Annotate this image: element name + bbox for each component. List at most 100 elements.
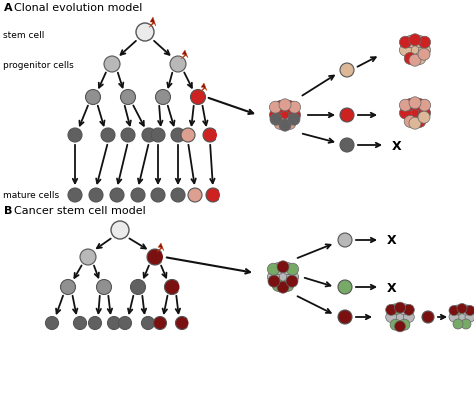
Circle shape — [386, 305, 397, 315]
Circle shape — [89, 317, 101, 330]
Circle shape — [414, 53, 426, 65]
Circle shape — [457, 304, 467, 314]
Circle shape — [465, 306, 474, 316]
Circle shape — [394, 303, 405, 313]
Circle shape — [409, 108, 421, 120]
Circle shape — [461, 319, 471, 329]
Text: stem cell: stem cell — [3, 32, 45, 40]
Circle shape — [457, 312, 467, 322]
Circle shape — [400, 37, 411, 49]
Circle shape — [269, 102, 282, 114]
Circle shape — [404, 116, 416, 128]
Circle shape — [390, 320, 401, 330]
Circle shape — [419, 100, 430, 112]
Circle shape — [118, 317, 131, 330]
Circle shape — [121, 129, 135, 143]
Circle shape — [270, 114, 282, 126]
Circle shape — [203, 129, 217, 143]
Circle shape — [46, 317, 58, 330]
Circle shape — [272, 263, 284, 275]
Circle shape — [453, 319, 463, 329]
Circle shape — [453, 305, 463, 315]
Circle shape — [151, 129, 165, 143]
Circle shape — [409, 35, 421, 47]
Circle shape — [465, 312, 474, 322]
Circle shape — [414, 36, 426, 49]
Circle shape — [142, 317, 155, 330]
Text: X: X — [387, 281, 397, 294]
Circle shape — [97, 280, 111, 295]
Circle shape — [154, 317, 166, 330]
Circle shape — [422, 311, 434, 323]
Circle shape — [400, 45, 411, 57]
Circle shape — [80, 249, 96, 265]
Circle shape — [286, 275, 298, 288]
Circle shape — [390, 304, 401, 315]
Circle shape — [279, 120, 291, 132]
Circle shape — [404, 36, 416, 49]
Circle shape — [108, 317, 120, 330]
Circle shape — [394, 321, 405, 332]
Circle shape — [409, 55, 421, 67]
Circle shape — [409, 118, 421, 130]
Text: mature cells: mature cells — [3, 191, 59, 200]
Polygon shape — [149, 18, 156, 28]
Circle shape — [101, 129, 115, 143]
Circle shape — [170, 57, 186, 73]
Circle shape — [287, 264, 299, 275]
Circle shape — [73, 317, 86, 330]
Circle shape — [404, 53, 416, 65]
Circle shape — [394, 312, 405, 323]
Text: B: B — [4, 205, 12, 215]
Text: Cancer stem cell model: Cancer stem cell model — [14, 205, 146, 215]
Circle shape — [68, 189, 82, 202]
Circle shape — [171, 129, 185, 143]
Circle shape — [288, 114, 300, 126]
Circle shape — [130, 280, 146, 295]
Circle shape — [340, 139, 354, 153]
Circle shape — [338, 280, 352, 294]
Circle shape — [338, 233, 352, 247]
Text: progenitor cells: progenitor cells — [3, 61, 74, 70]
Circle shape — [338, 310, 352, 324]
Circle shape — [269, 110, 282, 122]
Circle shape — [272, 280, 284, 292]
Circle shape — [155, 90, 171, 105]
Circle shape — [409, 98, 421, 109]
Circle shape — [267, 271, 279, 284]
Circle shape — [206, 189, 220, 202]
Circle shape — [287, 271, 299, 284]
Circle shape — [418, 49, 430, 61]
Polygon shape — [181, 51, 188, 60]
Circle shape — [419, 37, 430, 49]
Circle shape — [142, 129, 156, 143]
Circle shape — [110, 189, 124, 202]
Circle shape — [340, 64, 354, 78]
Circle shape — [386, 312, 397, 323]
Circle shape — [409, 45, 421, 57]
Circle shape — [419, 45, 430, 57]
Circle shape — [131, 189, 145, 202]
Circle shape — [414, 116, 426, 128]
Circle shape — [147, 249, 163, 265]
Circle shape — [181, 129, 195, 143]
Circle shape — [61, 280, 75, 295]
Circle shape — [284, 101, 296, 113]
Circle shape — [274, 118, 286, 130]
Circle shape — [277, 281, 289, 294]
Circle shape — [400, 108, 411, 120]
Circle shape — [403, 305, 414, 315]
Circle shape — [164, 280, 180, 295]
Circle shape — [404, 99, 416, 111]
Circle shape — [449, 312, 459, 322]
Text: X: X — [392, 139, 401, 152]
Circle shape — [89, 189, 103, 202]
Text: X: X — [387, 234, 397, 247]
Circle shape — [68, 129, 82, 143]
Circle shape — [282, 280, 294, 292]
Polygon shape — [157, 243, 164, 252]
Circle shape — [120, 90, 136, 105]
Circle shape — [111, 222, 129, 239]
Text: Clonal evolution model: Clonal evolution model — [14, 3, 142, 13]
Circle shape — [279, 110, 291, 122]
